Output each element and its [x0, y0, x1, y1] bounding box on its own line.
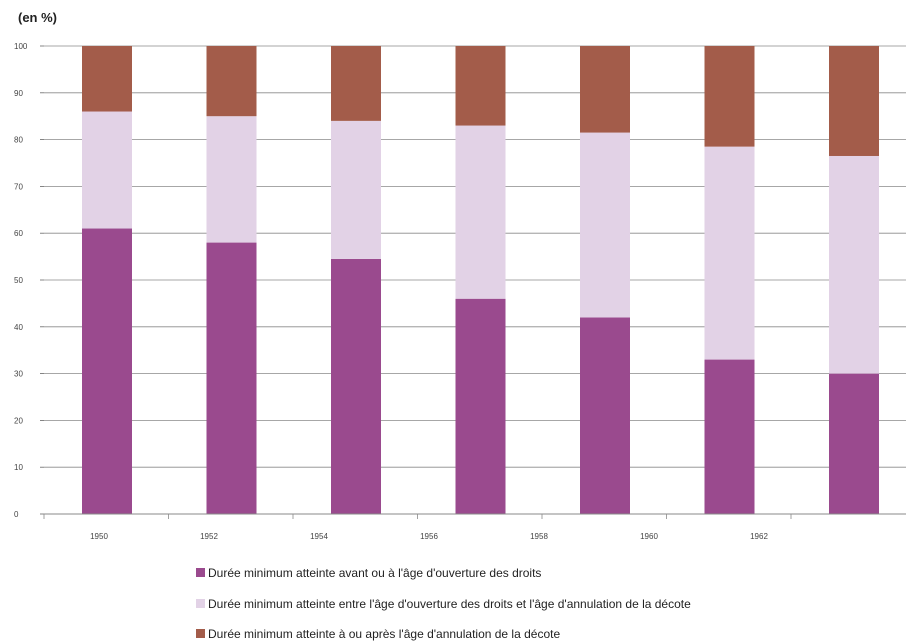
legend-label-1: Durée minimum atteinte avant ou à l'âge … — [208, 566, 542, 580]
bars — [82, 46, 879, 514]
legend-swatch-1 — [196, 568, 205, 577]
x-tick-label-1956: 1956 — [420, 532, 438, 541]
legend-swatch-2 — [196, 599, 205, 608]
y-tick-label-30: 30 — [14, 370, 23, 379]
y-tick-label-70: 70 — [14, 182, 23, 191]
legend-label-3: Durée minimum atteinte à ou après l'âge … — [208, 627, 561, 641]
bar-1958-series-1 — [580, 317, 630, 514]
y-tick-label-80: 80 — [14, 136, 23, 145]
x-tick-label-1958: 1958 — [530, 532, 548, 541]
bar-1958-series-2 — [580, 132, 630, 318]
bar-1954-series-3 — [331, 46, 381, 121]
bar-1956-series-1 — [455, 298, 506, 514]
bar-1960-series-3 — [704, 46, 755, 147]
bar-1952-series-3 — [206, 46, 257, 117]
x-axis: 1950 1952 1954 1956 1958 1960 1962 — [43, 513, 906, 541]
y-tick-label-20: 20 — [14, 416, 23, 425]
bar-1956-series-2 — [455, 125, 506, 299]
bar-1956-series-3 — [455, 46, 506, 126]
bar-1960-series-2 — [704, 146, 755, 360]
bar-1954-series-2 — [331, 120, 381, 259]
legend-label-2: Durée minimum atteinte entre l'âge d'ouv… — [208, 597, 691, 611]
x-tick-label-1954: 1954 — [310, 532, 328, 541]
bar-1962-series-3 — [829, 46, 879, 156]
bar-1962-series-2 — [829, 155, 879, 374]
x-tick-label-1950: 1950 — [90, 532, 108, 541]
x-tick-label-1960: 1960 — [640, 532, 658, 541]
legend-item-3: Durée minimum atteinte à ou après l'âge … — [196, 627, 560, 641]
y-tick-label-50: 50 — [14, 276, 23, 285]
y-tick-label-100: 100 — [14, 42, 28, 51]
x-tick-label-1952: 1952 — [200, 532, 218, 541]
bar-1950-series-1 — [82, 228, 132, 514]
bar-1952-series-1 — [206, 242, 257, 514]
bar-1962-series-1 — [829, 373, 879, 514]
y-tick-label-60: 60 — [14, 229, 23, 238]
bar-1950-series-2 — [82, 111, 132, 229]
bar-1958-series-3 — [580, 46, 630, 133]
bar-1960-series-1 — [704, 359, 755, 514]
bar-1954-series-1 — [331, 258, 381, 514]
bar-1950-series-3 — [82, 46, 132, 112]
x-tick-label-1962: 1962 — [750, 532, 768, 541]
y-tick-label-10: 10 — [14, 463, 23, 472]
legend-swatch-3 — [196, 629, 205, 638]
y-tick-label-40: 40 — [14, 323, 23, 332]
y-tick-label-0: 0 — [14, 510, 19, 519]
bar-1952-series-2 — [206, 116, 257, 243]
legend-item-2: Durée minimum atteinte entre l'âge d'ouv… — [196, 597, 691, 611]
y-tick-label-90: 90 — [14, 89, 23, 98]
y-axis: 0 10 20 30 40 50 60 70 80 90 100 — [14, 42, 44, 519]
legend-item-1: Durée minimum atteinte avant ou à l'âge … — [196, 566, 541, 580]
unit-label: (en %) — [18, 10, 57, 25]
